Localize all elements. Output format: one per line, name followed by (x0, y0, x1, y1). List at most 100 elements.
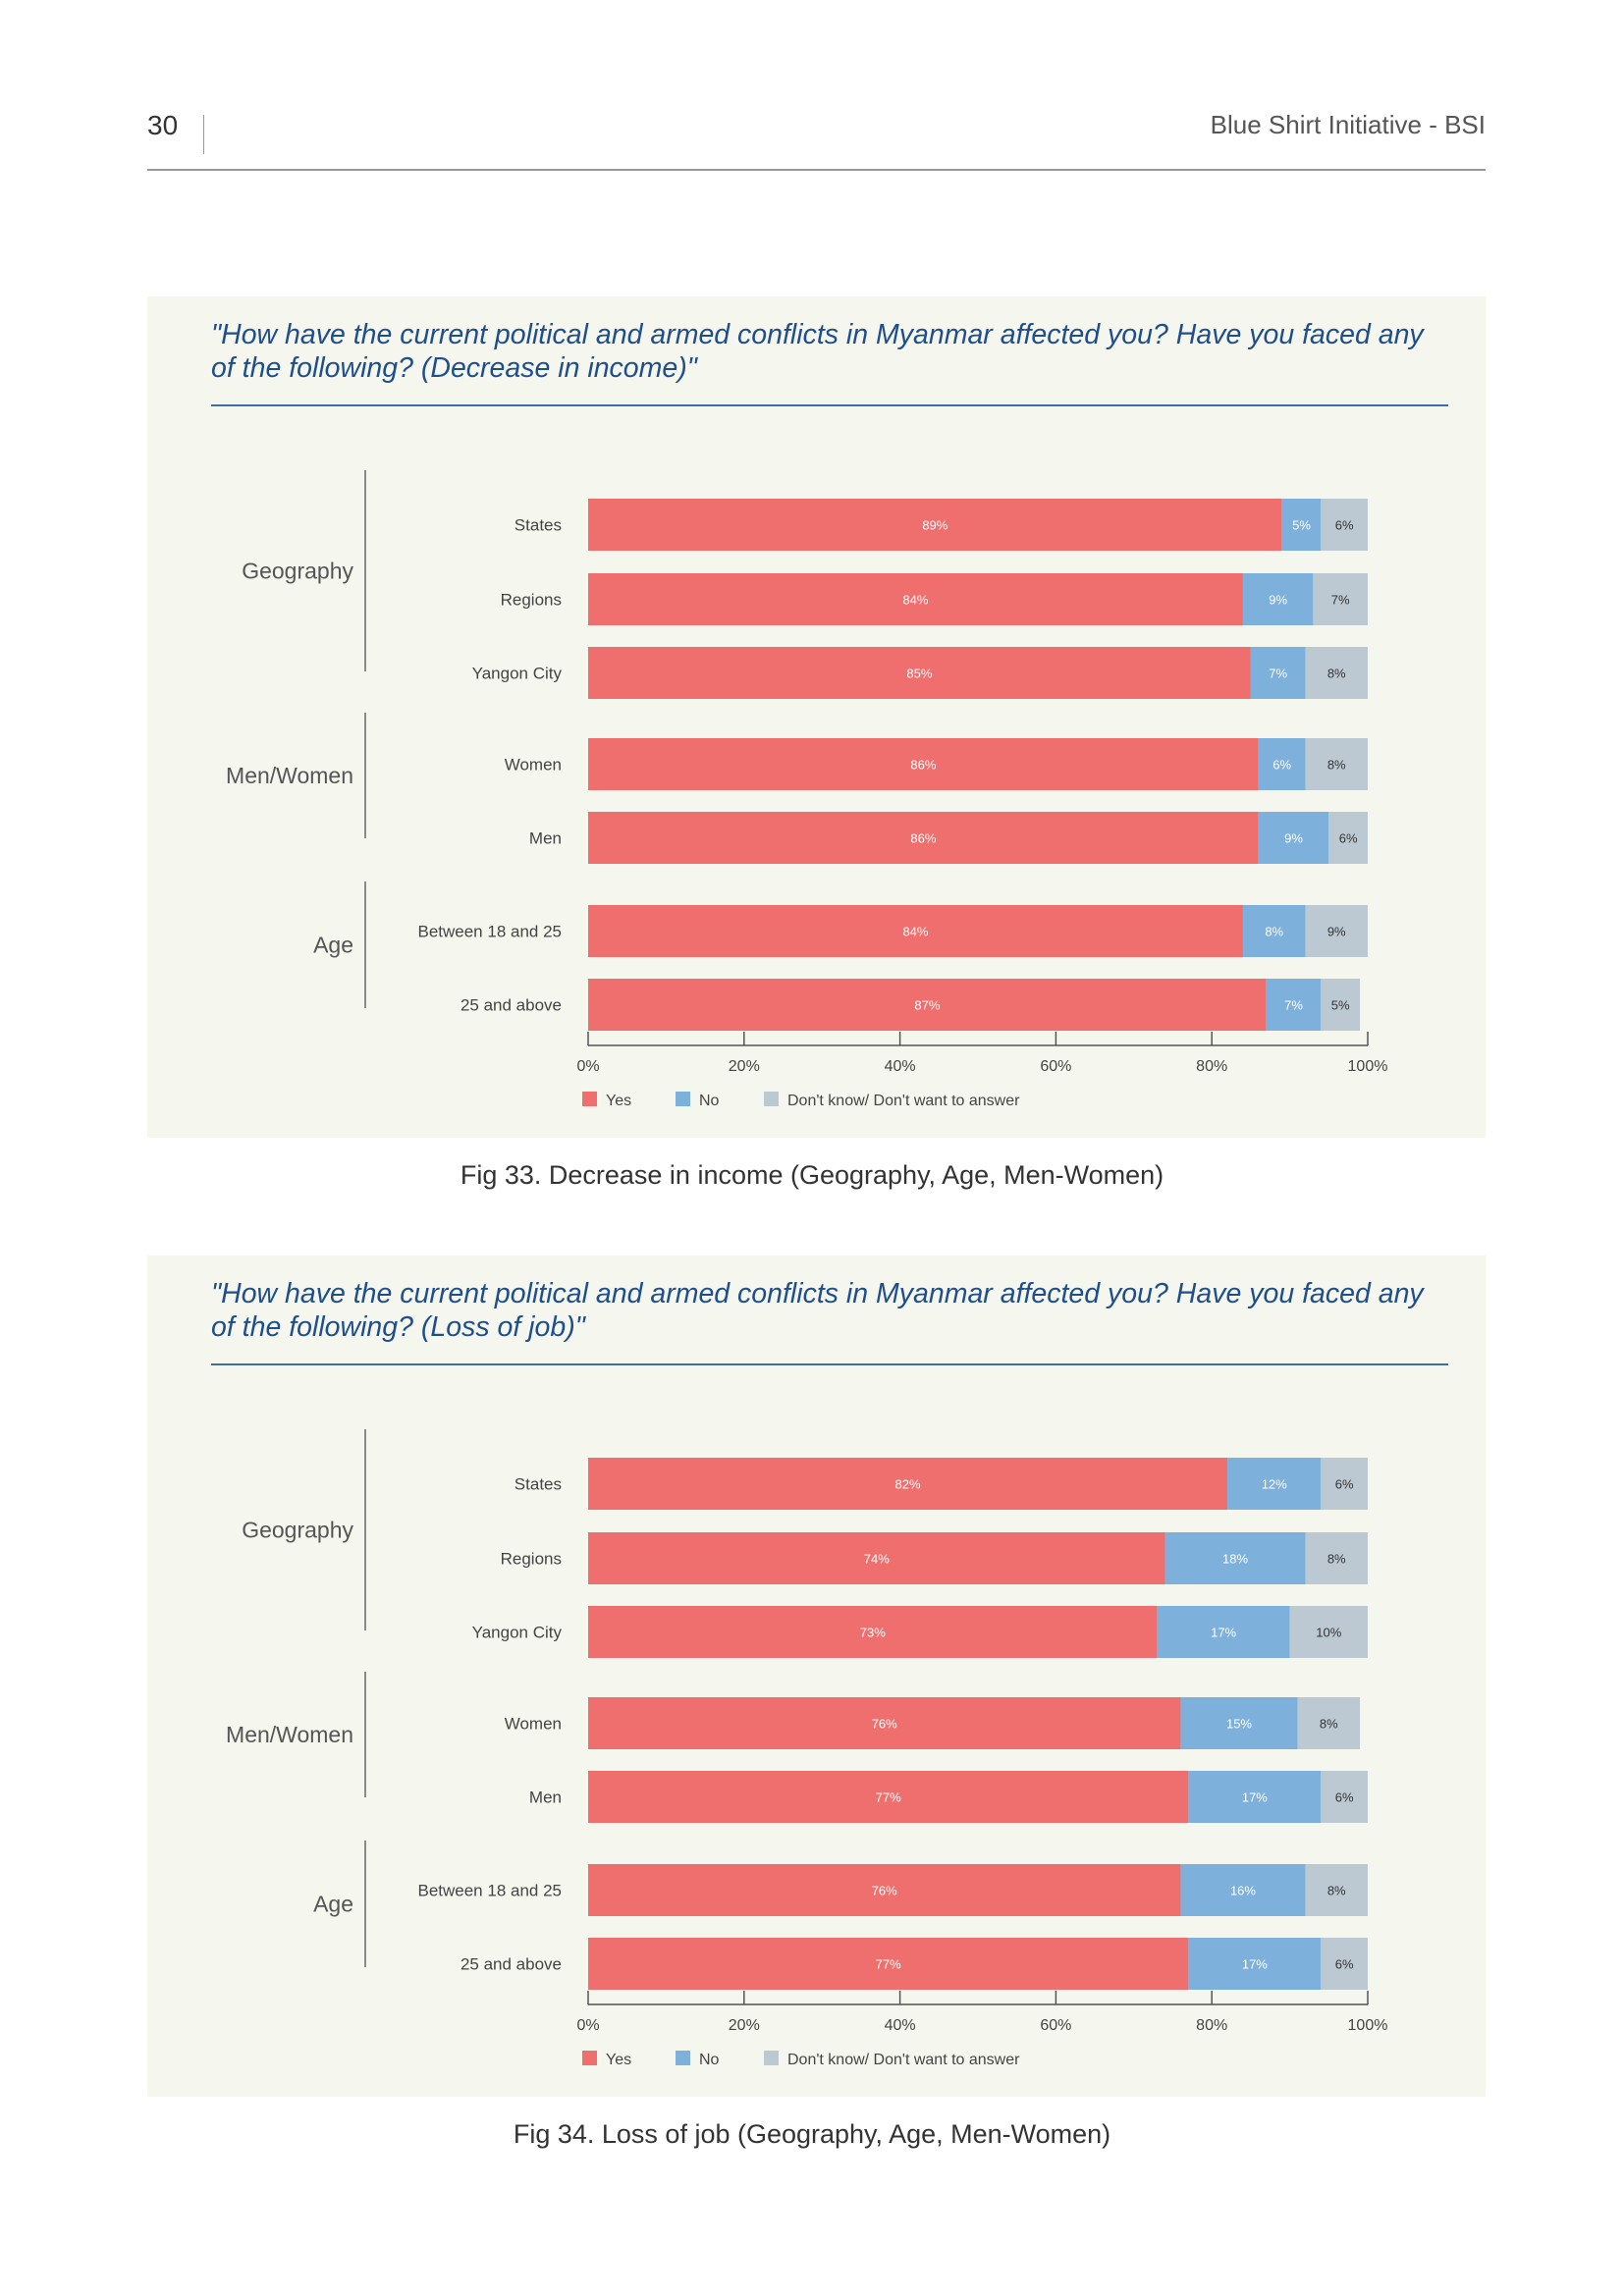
bar-value-label: 17% (1242, 1957, 1268, 1972)
group-label-geography: Geography (242, 1518, 353, 1543)
bar-segment-no (1188, 1938, 1322, 1990)
bar-value-label: 6% (1335, 1477, 1354, 1492)
bar-segment-don-t-know-don-t-want-to-answer (1289, 1606, 1368, 1658)
bar-segment-don-t-know-don-t-want-to-answer (1305, 738, 1368, 790)
bar-value-label: 8% (1327, 1884, 1346, 1898)
bar-segment-don-t-know-don-t-want-to-answer (1328, 812, 1368, 864)
x-axis-tick-label: 80% (1196, 1058, 1227, 1075)
bar-segment-don-t-know-don-t-want-to-answer (1321, 499, 1368, 551)
row-label-25-and-above: 25 and above (460, 1955, 562, 1974)
bar-value-label: 15% (1226, 1717, 1252, 1732)
chart-question-title: "How have the current political and arme… (211, 1278, 1424, 1343)
legend-label-no: No (699, 2052, 720, 2068)
bar-value-label: 17% (1242, 1790, 1268, 1805)
legend-label-no: No (699, 1093, 720, 1109)
figure-panel-2: "How have the current political and arme… (147, 1255, 1486, 2097)
group-label-geography: Geography (242, 559, 353, 584)
bar-value-label: 5% (1331, 998, 1350, 1013)
bar-segment-yes (588, 738, 1259, 790)
bar-value-label: 6% (1339, 831, 1358, 846)
bar-segment-yes (588, 1938, 1189, 1990)
group-label-age: Age (313, 1892, 353, 1917)
bar-value-label: 6% (1335, 1957, 1354, 1972)
bar-segment-no (1258, 738, 1306, 790)
chart-question-title: "How have the current political and arme… (211, 319, 1424, 384)
row-label-between-18-and-25: Between 18 and 25 (417, 1882, 562, 1900)
bar-value-label: 8% (1327, 1552, 1346, 1567)
bar-segment-no (1250, 647, 1306, 699)
x-axis-tick-label: 0% (576, 2017, 599, 2034)
bar-segment-no (1266, 979, 1322, 1031)
legend-swatch-yes (582, 2051, 597, 2065)
row-label-women: Women (505, 1715, 562, 1734)
row-label-men: Men (529, 1789, 562, 1807)
x-axis-tick-label: 0% (576, 1058, 599, 1075)
bar-segment-no (1281, 499, 1322, 551)
x-axis-tick-label: 100% (1348, 1058, 1388, 1075)
bar-segment-no (1188, 1771, 1322, 1823)
bar-value-label: 8% (1327, 667, 1346, 681)
bar-value-label: 7% (1331, 593, 1350, 608)
bar-segment-yes (588, 812, 1259, 864)
row-label-men: Men (529, 829, 562, 848)
bar-segment-yes (588, 1771, 1189, 1823)
legend-swatch-don-t-know-don-t-want-to-answer (764, 2051, 779, 2065)
bar-value-label: 9% (1284, 831, 1303, 846)
group-label-age: Age (313, 933, 353, 958)
bar-value-label: 74% (864, 1552, 890, 1567)
bar-segment-don-t-know-don-t-want-to-answer (1305, 1532, 1368, 1584)
page-number: 30 (147, 110, 179, 140)
group-label-men-women: Men/Women (226, 763, 353, 788)
bar-value-label: 84% (902, 593, 928, 608)
bar-segment-yes (588, 1458, 1228, 1510)
row-label-regions: Regions (501, 591, 562, 610)
figure-caption: Fig 34. Loss of job (Geography, Age, Men… (513, 2119, 1111, 2149)
bar-value-label: 6% (1272, 758, 1291, 773)
bar-value-label: 84% (902, 925, 928, 939)
bar-value-label: 6% (1335, 518, 1354, 533)
bar-value-label: 87% (914, 998, 940, 1013)
bar-segment-yes (588, 1606, 1158, 1658)
row-label-states: States (514, 516, 562, 535)
bar-value-label: 77% (876, 1957, 901, 1972)
bar-segment-yes (588, 1532, 1165, 1584)
bar-segment-don-t-know-don-t-want-to-answer (1305, 647, 1368, 699)
bar-value-label: 77% (876, 1790, 901, 1805)
bar-value-label: 86% (910, 831, 936, 846)
bar-segment-no (1180, 1864, 1306, 1916)
row-label-states: States (514, 1475, 562, 1494)
bar-value-label: 17% (1211, 1626, 1236, 1640)
bar-segment-no (1227, 1458, 1322, 1510)
bar-value-label: 9% (1269, 593, 1287, 608)
bar-segment-don-t-know-don-t-want-to-answer (1321, 1938, 1368, 1990)
stacked-bar-chart-decrease-in-income: Geography States 89% 5% 6% Regions 84% 9% 7% Yang… (226, 470, 1388, 1109)
bar-segment-don-t-know-don-t-want-to-answer (1305, 905, 1368, 957)
legend-label-yes: Yes (606, 1093, 631, 1109)
bar-segment-no (1242, 905, 1306, 957)
question-rule (211, 1363, 1448, 1365)
page-number-divider (203, 115, 204, 154)
bar-segment-yes (588, 647, 1251, 699)
bar-value-label: 18% (1222, 1552, 1248, 1567)
bar-segment-yes (588, 573, 1243, 625)
bar-segment-no (1164, 1532, 1306, 1584)
bar-segment-yes (588, 1864, 1181, 1916)
bar-segment-no (1157, 1606, 1290, 1658)
bar-segment-don-t-know-don-t-want-to-answer (1297, 1697, 1361, 1749)
bar-value-label: 5% (1292, 518, 1311, 533)
x-axis-tick-label: 20% (729, 1058, 760, 1075)
bar-value-label: 82% (895, 1477, 921, 1492)
figure-caption: Fig 33. Decrease in income (Geography, A… (460, 1160, 1164, 1190)
x-axis-tick-label: 100% (1348, 2017, 1388, 2034)
x-axis-tick-label: 80% (1196, 2017, 1227, 2034)
bar-value-label: 8% (1320, 1717, 1338, 1732)
row-label-regions: Regions (501, 1550, 562, 1569)
bar-value-label: 10% (1316, 1626, 1341, 1640)
legend-label-yes: Yes (606, 2052, 631, 2068)
bar-value-label: 8% (1265, 925, 1283, 939)
x-axis-tick-label: 40% (885, 2017, 916, 2034)
bar-value-label: 7% (1269, 667, 1287, 681)
row-label-women: Women (505, 756, 562, 774)
bar-segment-don-t-know-don-t-want-to-answer (1321, 979, 1361, 1031)
bar-segment-don-t-know-don-t-want-to-answer (1305, 1864, 1368, 1916)
